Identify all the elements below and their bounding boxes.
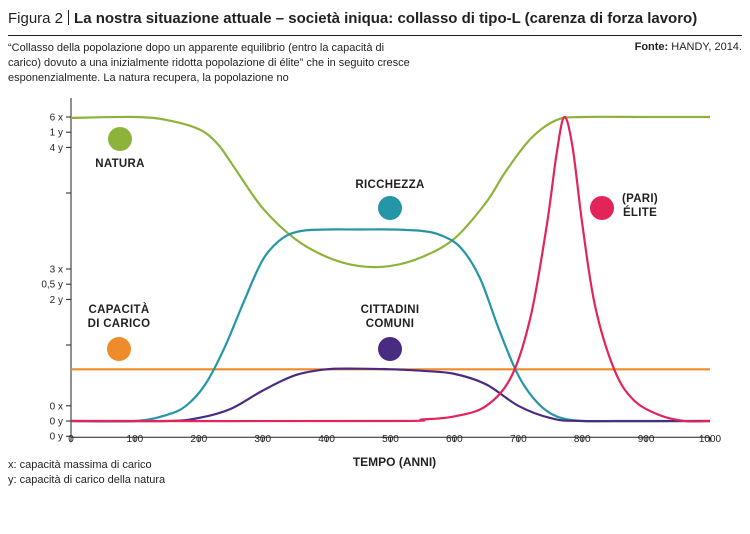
x-tick-label: 100 <box>127 434 144 445</box>
series-line-ricchezza <box>70 228 710 423</box>
y-tick-label: 2 y <box>50 295 63 306</box>
x-tick-label: 600 <box>446 434 463 445</box>
marker-natura <box>108 127 132 151</box>
y-tick-label: 0 x <box>50 401 63 412</box>
x-tick-label: 200 <box>190 434 207 445</box>
y-tick-label: 0,5 y <box>41 280 63 291</box>
y-tick-label: 0 y <box>50 417 63 428</box>
x-tick-label: 0 <box>68 434 74 445</box>
x-tick-label: 700 <box>510 434 527 445</box>
source-note: Fonte: HANDY, 2014. <box>635 41 742 53</box>
series-label-pari-lite: ÉLITE <box>623 206 657 219</box>
y-tick-label: 6 x <box>50 113 63 124</box>
series-label-capacit-di-carico: DI CARICO <box>88 318 151 330</box>
footnote-x: x: capacità massima di carico <box>8 459 152 471</box>
x-tick-label: 500 <box>382 434 399 445</box>
marker-capacit-di-carico <box>107 337 131 361</box>
x-axis-title: TEMPO (ANNI) <box>353 455 436 469</box>
x-tick-label: 400 <box>318 434 335 445</box>
series-label-cittadini-comuni: CITTADINI <box>361 304 420 316</box>
x-tick-label: 800 <box>574 434 591 445</box>
x-tick-label: 300 <box>254 434 271 445</box>
series-label-cittadini-comuni: COMUNI <box>366 318 414 330</box>
series-line-pari-lite <box>70 115 711 423</box>
y-tick-label: 1 y <box>50 128 63 139</box>
source-text: HANDY, 2014. <box>668 41 742 53</box>
series-label-capacit-di-carico: CAPACITÀ <box>89 303 150 316</box>
series-label-pari-lite: (PARI) <box>622 193 658 205</box>
y-tick-label: 3 x <box>50 265 63 276</box>
x-tick-label: 1000 <box>699 434 722 445</box>
x-tick-label: 900 <box>638 434 655 445</box>
marker-cittadini-comuni <box>378 337 402 361</box>
header-rule <box>8 35 742 36</box>
series-label-natura: NATURA <box>95 158 145 170</box>
subtitle-line: “Collasso della popolazione dopo un appa… <box>8 42 385 54</box>
series-line-natura <box>70 115 710 269</box>
y-tick-label: 4 y <box>50 143 63 154</box>
figure-title: La nostra situazione attuale – società i… <box>74 10 698 27</box>
header-separator <box>68 10 70 25</box>
footnote-y: y: capacità di carico della natura <box>8 474 166 486</box>
source-label: Fonte: <box>634 41 669 53</box>
subtitle-line: esponenzialmente. La natura recupera, la… <box>8 72 289 84</box>
y-tick-label: 0 y <box>50 432 63 443</box>
figure-header: Figura 2 La nostra situazione attuale – s… <box>8 10 697 27</box>
marker-pari-lite <box>590 196 614 220</box>
figure-label: Figura 2 <box>8 10 64 27</box>
series-line-cittadini-comuni <box>70 367 711 423</box>
marker-ricchezza <box>378 196 402 220</box>
subtitle-line: carico) dovuto a una inizialmente ridott… <box>8 57 410 69</box>
figure-subtitle: “Collasso della popolazione dopo un appa… <box>8 41 418 86</box>
series-label-ricchezza: RICCHEZZA <box>355 179 424 191</box>
